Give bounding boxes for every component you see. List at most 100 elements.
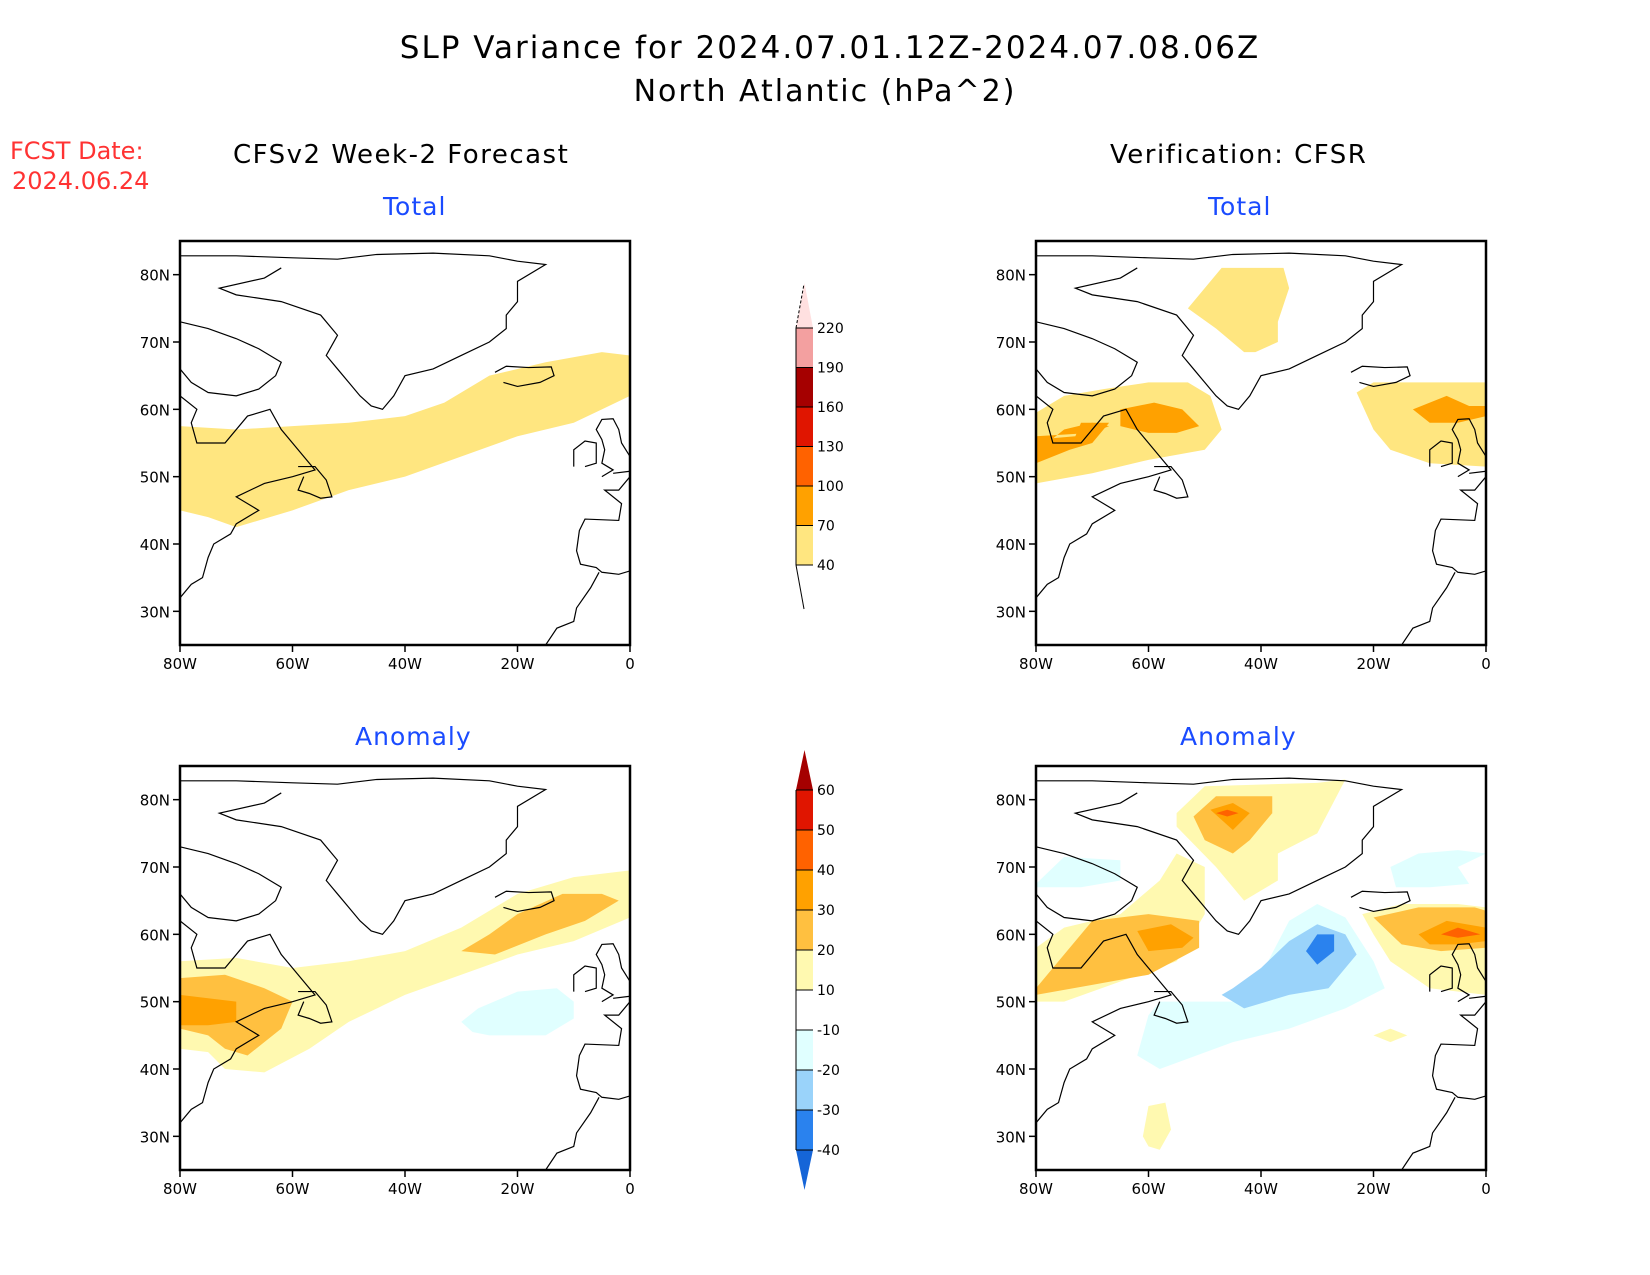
y-tick-label: 60N: [140, 401, 170, 419]
x-tick-label: 60W: [1132, 655, 1166, 673]
coastline: [180, 920, 317, 1124]
y-tick-label: 80N: [140, 792, 170, 810]
colorbar-label: 220: [817, 321, 844, 337]
coastline: [180, 321, 283, 397]
coastline: [1036, 777, 1404, 936]
coastline: [1451, 418, 1486, 478]
contour-region--10: [1390, 850, 1486, 888]
y-tick-label: 60N: [996, 926, 1026, 944]
y-tick-label: 40N: [996, 536, 1026, 554]
contour-region-30: [1210, 803, 1250, 830]
colorbar-label: 70: [817, 519, 835, 535]
contour-region-40: [1036, 382, 1222, 484]
colorbar-swatch: [796, 1070, 813, 1110]
y-tick-label: 50N: [140, 469, 170, 487]
colorbar-label: 30: [817, 903, 835, 919]
colorbar-label: 50: [817, 823, 835, 839]
y-tick-label: 50N: [140, 994, 170, 1012]
coastline: [1350, 365, 1411, 388]
contour-region-70: [1412, 395, 1486, 423]
colorbar-swatch: [796, 910, 813, 950]
coastline: [297, 465, 333, 499]
colorbar-swatch: [796, 1110, 813, 1150]
colorbar-label: 160: [817, 400, 844, 416]
colorbar-swatch: [796, 525, 813, 565]
x-tick-label: 40W: [388, 655, 422, 673]
contour-region--10: [1036, 856, 1121, 888]
colorbar-below-triangle: [796, 1150, 813, 1190]
x-tick-label: 20W: [1357, 1180, 1391, 1198]
y-tick-label: 50N: [996, 469, 1026, 487]
panel-title-verification-total: Total: [1208, 192, 1272, 221]
contour-region-70: [1120, 402, 1200, 433]
colorbar-swatch: [796, 950, 813, 990]
y-tick-label: 30N: [996, 603, 1026, 621]
y-tick-label: 40N: [996, 1061, 1026, 1079]
contour-region--30: [1306, 934, 1335, 965]
coastline: [1401, 1096, 1456, 1170]
coastline: [595, 418, 630, 478]
contour-region--10: [461, 988, 574, 1036]
coastline: [180, 252, 548, 411]
y-tick-label: 70N: [140, 859, 170, 877]
x-tick-label: 80W: [1019, 1180, 1053, 1198]
y-tick-label: 40N: [140, 536, 170, 554]
colorbar-label: -40: [817, 1143, 840, 1159]
x-tick-label: 40W: [1244, 1180, 1278, 1198]
coastline: [1036, 920, 1173, 1124]
figure-subtitle: North Atlantic (hPa^2): [633, 74, 1017, 109]
colorbar-label: 190: [817, 361, 844, 377]
coastline: [1350, 890, 1411, 913]
colorbar-label: -30: [817, 1103, 840, 1119]
coastline: [545, 571, 600, 645]
panel-title-verification-anomaly: Anomaly: [1180, 722, 1297, 751]
coastline: [545, 1096, 600, 1170]
x-tick-label: 0: [1481, 1180, 1491, 1198]
contour-region-40: [1216, 809, 1239, 817]
y-tick-label: 30N: [996, 1128, 1026, 1146]
coastline: [180, 846, 283, 922]
coastline: [575, 1001, 630, 1100]
contour-region-10: [1142, 1102, 1171, 1150]
colorbar-label: -20: [817, 1063, 840, 1079]
coastline: [180, 777, 548, 936]
colorbar-swatch: [796, 990, 813, 1030]
y-tick-label: 50N: [996, 994, 1026, 1012]
x-tick-label: 80W: [163, 655, 197, 673]
coastline: [1429, 965, 1453, 993]
y-tick-label: 80N: [140, 267, 170, 285]
coastline: [1451, 943, 1486, 1003]
y-tick-label: 70N: [996, 334, 1026, 352]
colorbar-label: 60: [817, 783, 835, 799]
left-column-title: CFSv2 Week-2 Forecast: [233, 140, 570, 170]
x-tick-label: 80W: [163, 1180, 197, 1198]
colorbar-below-edge: [795, 564, 805, 610]
y-tick-label: 60N: [996, 401, 1026, 419]
colorbar-label: 130: [817, 440, 844, 456]
map-panel-verification-total: 80W 60W 40W 20W 0 30N 40N 50N 60N 70N 80N: [996, 239, 1491, 673]
contour-region-40: [180, 352, 630, 528]
coastline: [575, 476, 630, 575]
x-tick-label: 0: [625, 655, 635, 673]
coastline: [1036, 846, 1139, 922]
coastline: [573, 965, 597, 993]
coastline: [1401, 571, 1456, 645]
coastline: [595, 943, 630, 1003]
contour-region-40: [1441, 927, 1481, 938]
contour-region-20: [461, 893, 619, 955]
coastline: [1036, 252, 1404, 411]
coastline: [1431, 1001, 1486, 1100]
x-tick-label: 60W: [276, 1180, 310, 1198]
figure-title: SLP Variance for 2024.07.01.12Z-2024.07.…: [399, 30, 1261, 66]
x-tick-label: 60W: [276, 655, 310, 673]
colorbar-label: 40: [817, 863, 835, 879]
colorbar-swatch: [796, 446, 813, 486]
colorbar-swatch: [796, 407, 813, 447]
colorbar-label: 40: [817, 558, 835, 574]
x-tick-label: 40W: [1244, 655, 1278, 673]
colorbar-swatch: [796, 328, 813, 368]
y-tick-label: 80N: [996, 267, 1026, 285]
x-tick-label: 80W: [1019, 655, 1053, 673]
x-tick-label: 20W: [501, 655, 535, 673]
